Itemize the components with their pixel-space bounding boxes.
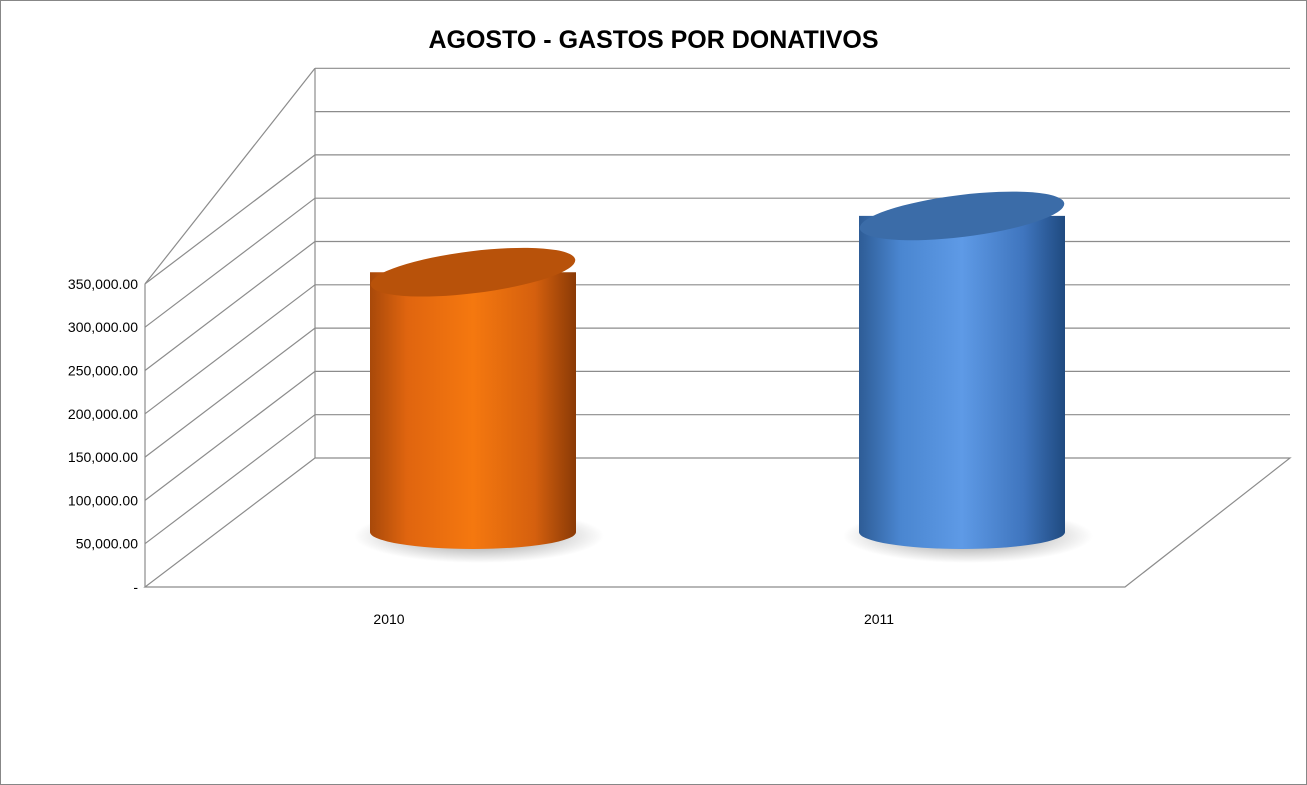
side-gridline xyxy=(144,327,316,458)
side-gridline xyxy=(144,284,316,415)
y-tick-label: 100,000.00 xyxy=(68,492,138,508)
side-gridline xyxy=(144,67,316,285)
y-tick-label: 250,000.00 xyxy=(68,363,138,379)
chart-floor xyxy=(143,457,1292,588)
bar-top-2010 xyxy=(370,247,576,297)
y-tick-label: 50,000.00 xyxy=(76,536,138,552)
y-tick-label: 300,000.00 xyxy=(68,319,138,335)
x-tick-label: 2011 xyxy=(864,611,894,627)
side-gridline xyxy=(144,241,316,371)
y-axis-ticks: - 50,000.00 100,000.00 150,000.00 200,000.00… xyxy=(68,276,138,595)
bars xyxy=(354,191,1093,563)
bar-top-2011 xyxy=(859,191,1065,241)
bar-2010 xyxy=(370,272,576,549)
grid-lines xyxy=(143,67,1292,588)
x-axis-labels: 2010 2011 xyxy=(373,611,894,627)
side-gridline xyxy=(144,370,316,501)
y-tick-label: 350,000.00 xyxy=(68,276,138,292)
chart-title: AGOSTO - GASTOS POR DONATIVOS xyxy=(428,26,879,54)
y-tick-label: 200,000.00 xyxy=(68,406,138,422)
side-gridline xyxy=(144,414,316,545)
bar-2011 xyxy=(859,215,1065,549)
y-tick-label: 150,000.00 xyxy=(68,449,138,465)
side-gridline xyxy=(144,154,316,285)
side-gridline xyxy=(144,197,316,328)
x-tick-label: 2010 xyxy=(373,611,404,627)
y-tick-label: - xyxy=(133,579,138,595)
